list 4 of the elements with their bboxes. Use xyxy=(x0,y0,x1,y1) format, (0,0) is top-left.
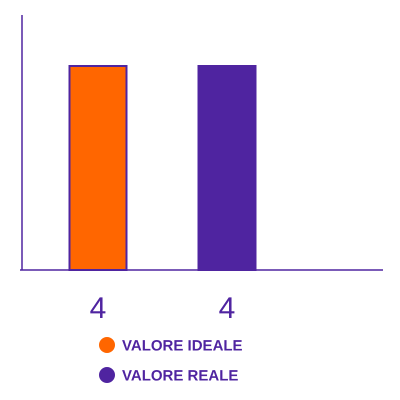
legend-label: VALORE IDEALE xyxy=(122,338,243,354)
x-tick-label: 4 xyxy=(90,292,106,325)
x-tick-label: 4 xyxy=(218,292,236,325)
legend-label: VALORE REALE xyxy=(122,368,238,384)
